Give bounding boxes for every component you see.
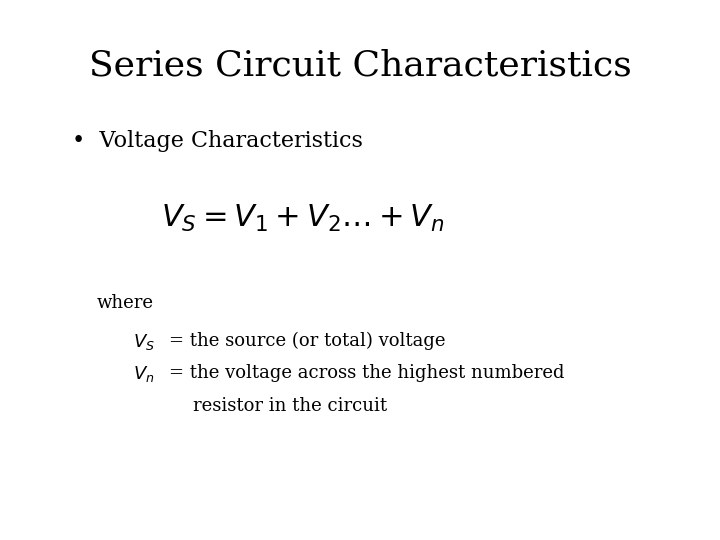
- Text: where: where: [97, 294, 154, 312]
- Text: Series Circuit Characteristics: Series Circuit Characteristics: [89, 49, 631, 83]
- Text: $V_S$: $V_S$: [133, 332, 155, 352]
- Text: = the voltage across the highest numbered: = the voltage across the highest numbere…: [169, 364, 564, 382]
- Text: resistor in the circuit: resistor in the circuit: [193, 397, 387, 415]
- Text: $V_S = V_1 + V_2\ldots + V_n$: $V_S = V_1 + V_2\ldots + V_n$: [161, 203, 444, 234]
- Text: •  Voltage Characteristics: • Voltage Characteristics: [72, 130, 363, 152]
- Text: = the source (or total) voltage: = the source (or total) voltage: [169, 332, 446, 350]
- Text: $V_n$: $V_n$: [133, 364, 155, 384]
